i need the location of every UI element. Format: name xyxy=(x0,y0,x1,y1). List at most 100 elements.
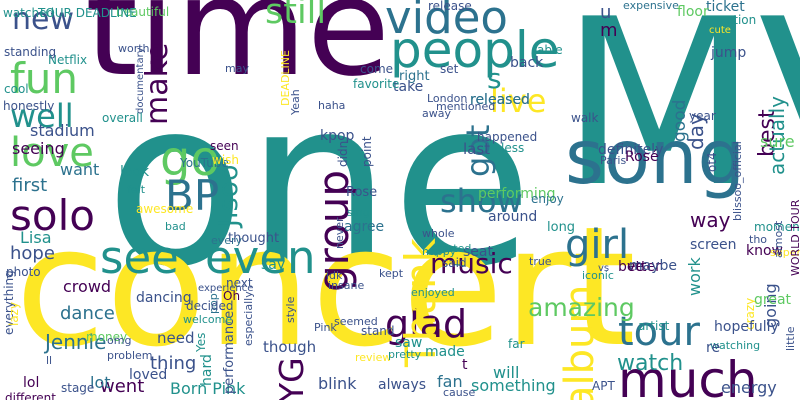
word-enjoy: enjoy xyxy=(531,192,564,206)
word-work: work xyxy=(685,257,704,296)
word-yes: Yes xyxy=(194,332,208,352)
word-kpop: kpop xyxy=(320,128,355,144)
word-even: even xyxy=(205,231,316,284)
word-section: section xyxy=(713,13,757,27)
word-well: well xyxy=(10,97,74,135)
word-know: know xyxy=(746,243,783,259)
word-photo: photo xyxy=(6,265,41,279)
word-one: one xyxy=(105,51,533,318)
word-will: will xyxy=(493,363,520,382)
word-tour: tour xyxy=(618,309,700,355)
word-better: better xyxy=(618,259,661,275)
word-time: time xyxy=(85,0,391,106)
word-jisoo: Jisoo xyxy=(213,164,244,227)
word-mv: MV xyxy=(560,0,800,238)
word-take: take xyxy=(393,79,424,95)
word-thing: thing xyxy=(150,353,197,374)
word-dancing: dancing xyxy=(136,290,192,306)
word-able: able xyxy=(537,43,563,57)
word-kept: kept xyxy=(379,267,404,280)
word-review: review xyxy=(355,351,392,364)
word-expensive: expensive xyxy=(623,0,679,12)
word-happened: happened xyxy=(477,130,538,144)
word-whole: whole xyxy=(422,227,455,240)
word-s: s xyxy=(487,62,502,95)
word-ros-: Rosé xyxy=(625,149,659,165)
word-lazy: lazy xyxy=(7,301,21,326)
word-song: song xyxy=(565,113,746,201)
word-crowd: crowd xyxy=(63,277,112,296)
word-happy: happy xyxy=(422,245,457,258)
word-awesome: awesome xyxy=(136,202,194,216)
word-ot4: ot4 xyxy=(705,152,719,172)
word-thought: thought xyxy=(228,231,280,246)
word-made: made xyxy=(425,344,465,360)
word-felt: felt xyxy=(127,183,146,196)
word-stadium: stadium xyxy=(30,121,95,140)
word-love: love xyxy=(10,130,94,176)
word-idk: idk xyxy=(326,269,343,282)
word-set: set xyxy=(440,62,459,76)
word-u: u xyxy=(600,2,612,23)
word-tour-deadline: TOUR DEADLINE xyxy=(38,6,137,20)
word-iconic: iconic xyxy=(582,269,614,282)
word-cause: cause xyxy=(443,386,476,399)
word-loved: loved xyxy=(129,367,168,383)
word-overall: overall xyxy=(102,111,143,125)
word-different: different xyxy=(5,391,56,400)
word-omg: omg xyxy=(107,334,132,347)
word-solo: solo xyxy=(10,191,95,240)
word-people: people xyxy=(390,21,560,79)
word-problem: problem xyxy=(107,349,153,362)
word-seeing: seeing xyxy=(12,139,65,158)
word-youtube: YouTube xyxy=(180,156,229,170)
word-see: see xyxy=(100,231,179,284)
word-may: may xyxy=(225,62,249,75)
word-lot: lot xyxy=(90,373,111,392)
word-far: far xyxy=(508,337,525,351)
word-agree: agree xyxy=(344,219,385,235)
word-lisa: Lisa xyxy=(20,228,52,247)
word-performing: performing xyxy=(478,186,556,202)
word-went: went xyxy=(100,376,145,397)
word-watched: watched xyxy=(3,6,55,20)
word-show: show xyxy=(440,182,523,220)
word-jump: jump xyxy=(711,45,747,61)
word-hope: hope xyxy=(10,243,55,264)
word-say: say xyxy=(261,257,286,273)
word-seemed: seemed xyxy=(334,315,378,328)
word-documentary: documentary xyxy=(135,47,146,114)
word-mentioned: mentioned xyxy=(436,100,496,113)
word-bp: BP xyxy=(165,171,220,220)
word-still: still xyxy=(265,0,327,32)
word-deadline: DEADLINE xyxy=(279,50,292,106)
word-less: less xyxy=(501,141,525,155)
word-pretty: pretty xyxy=(388,348,422,361)
word-energy: energy xyxy=(721,378,777,397)
word-something: something xyxy=(471,376,556,395)
word-need: need xyxy=(157,329,195,347)
word-fun: fun xyxy=(10,54,79,103)
word-almost: almost xyxy=(772,220,785,258)
word-welcome: welcome xyxy=(183,313,233,326)
word-dance: dance xyxy=(60,303,115,324)
word-started: started xyxy=(432,242,472,255)
word-saw: saw xyxy=(395,335,423,351)
word-standing: standing xyxy=(4,45,57,59)
word-little: little xyxy=(784,326,797,351)
word-hopefully: hopefully xyxy=(714,319,779,335)
word-enjoyed: enjoyed xyxy=(411,286,455,299)
word-super: super xyxy=(770,246,800,259)
word-right: right xyxy=(399,69,430,84)
word-release: release xyxy=(428,0,472,13)
word-netflix: Netflix xyxy=(48,53,88,67)
word-blink: blink xyxy=(318,374,357,393)
word-floor: floor xyxy=(677,4,709,20)
word-amazing: amazing xyxy=(528,293,635,322)
word-every: every xyxy=(211,234,243,247)
word-released: released xyxy=(470,92,530,108)
word-born-pink: Born Pink xyxy=(170,379,246,398)
word-beautiful: beautiful xyxy=(116,5,170,19)
word-bad: bad xyxy=(165,220,186,233)
